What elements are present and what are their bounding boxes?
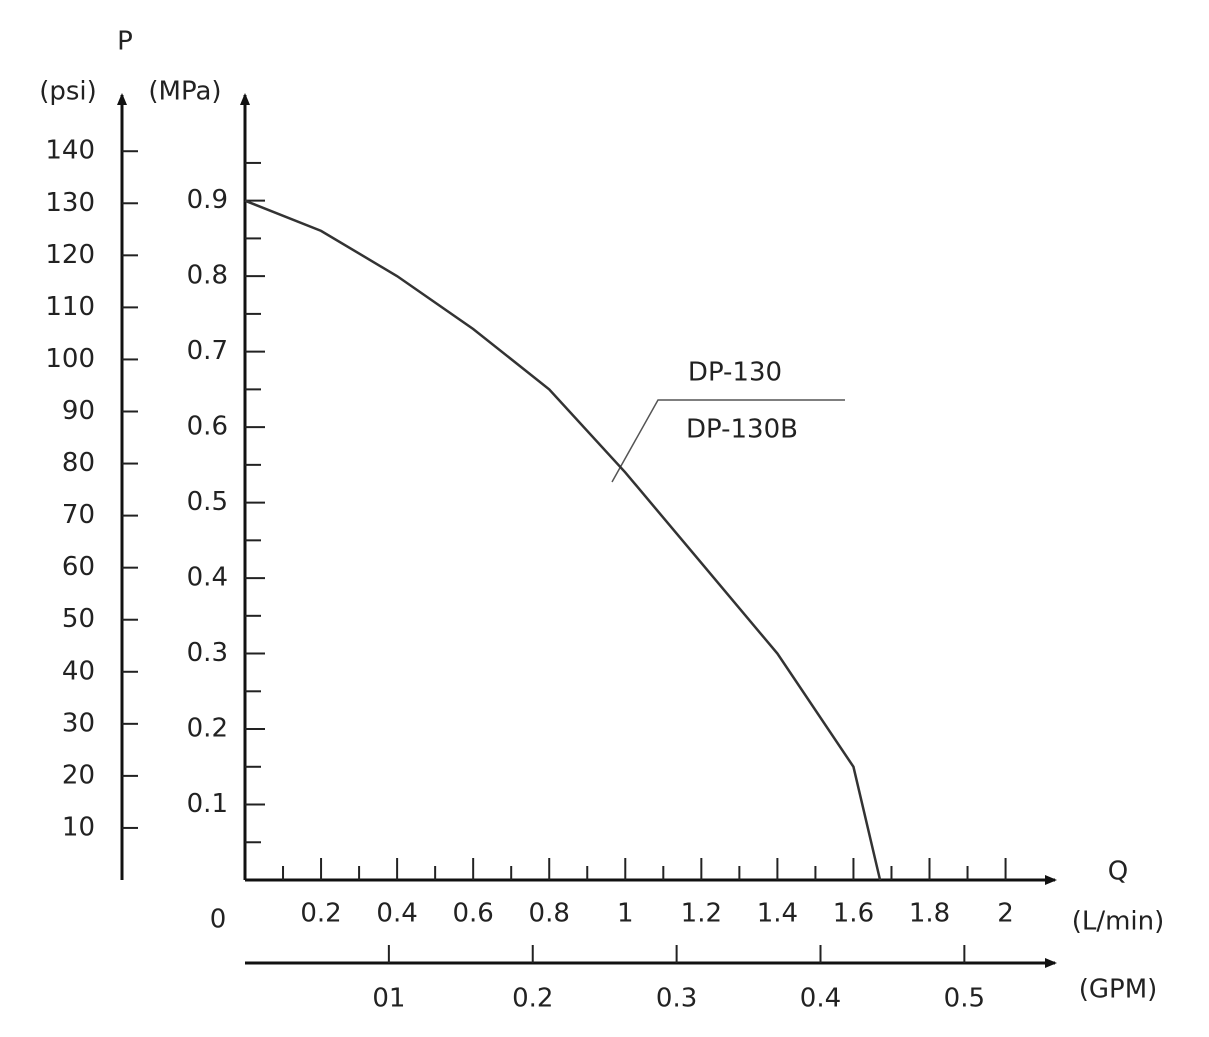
y2-unit: (psi) [39, 77, 97, 107]
pump-curve [244, 199, 882, 881]
y2-tick-label: 140 [45, 136, 95, 166]
y2-tick-label: 70 [62, 500, 95, 530]
x-tick-label: 0.6 [452, 899, 493, 929]
y-axis-label: P [117, 27, 133, 57]
y-tick-label: 0.5 [187, 487, 228, 517]
y2-tick-label: 20 [62, 760, 95, 790]
x-tick-label: 1.8 [909, 899, 950, 929]
x2-tick-label: 01 [372, 984, 405, 1014]
y-tick-label: 0.1 [187, 789, 228, 819]
y2-tick-label: 10 [62, 812, 95, 842]
y2-tick-label: 30 [62, 708, 95, 738]
x2-tick-label: 0.3 [656, 984, 697, 1014]
origin-label: 0 [210, 905, 227, 935]
y2-tick-label: 90 [62, 396, 95, 426]
annotation: DP-130 [688, 358, 782, 388]
y-tick-label: 0.9 [187, 185, 228, 215]
x-tick-label: 0.8 [529, 899, 570, 929]
x2-tick-label: 0.2 [512, 984, 553, 1014]
y2-tick-label: 50 [62, 604, 95, 634]
x-tick-label: 0.4 [376, 899, 417, 929]
x-tick-label: 0.2 [300, 899, 341, 929]
y-tick-label: 0.4 [187, 563, 228, 593]
y2-tick-label: 40 [62, 656, 95, 686]
y-tick-label: 0.8 [187, 261, 228, 291]
y-unit: (MPa) [148, 77, 221, 107]
x-axis-label: Q [1108, 857, 1128, 887]
x2-tick-label: 0.5 [944, 984, 985, 1014]
y-tick-label: 0.3 [187, 638, 228, 668]
y-tick-label: 0.7 [187, 336, 228, 366]
y2-tick-label: 100 [45, 344, 95, 374]
y2-tick-label: 80 [62, 448, 95, 478]
y2-tick-label: 130 [45, 188, 95, 218]
annotation: DP-130B [686, 415, 798, 445]
y-tick-label: 0.2 [187, 714, 228, 744]
y2-tick-label: 60 [62, 552, 95, 582]
x-tick-label: 2 [997, 899, 1014, 929]
annotation-leader [611, 399, 845, 483]
x-tick-label: 1 [617, 899, 634, 929]
x2-unit: (GPM) [1079, 975, 1158, 1005]
x-unit: (L/min) [1072, 907, 1165, 937]
x-tick-label: 1.4 [757, 899, 798, 929]
y2-tick-label: 120 [45, 240, 95, 270]
x-tick-label: 1.6 [833, 899, 874, 929]
x-tick-label: 1.2 [681, 899, 722, 929]
y2-tick-label: 110 [45, 292, 95, 322]
x2-tick-label: 0.4 [800, 984, 841, 1014]
y-tick-label: 0.6 [187, 412, 228, 442]
